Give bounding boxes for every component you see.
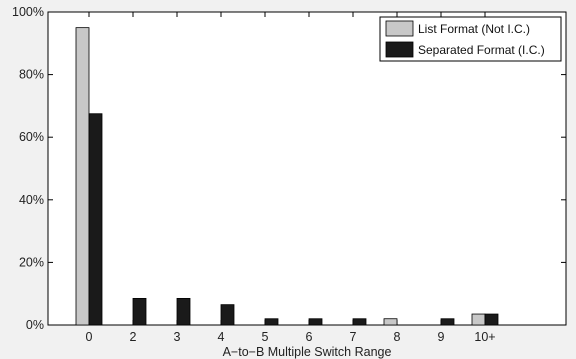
x-tick-label: 10+: [474, 330, 495, 344]
y-tick-label: 20%: [19, 255, 44, 269]
y-axis: 0% 20% 40% 60% 80% 100%: [12, 5, 566, 332]
bar-separated-format: [132, 297, 147, 326]
bar-separated-format: [308, 318, 323, 326]
x-tick-label: 4: [218, 330, 225, 344]
bars-group: [75, 27, 499, 326]
legend: List Format (Not I.C.) Separated Format …: [379, 16, 562, 62]
bar-separated-format: [220, 304, 235, 326]
bar-separated-format: [484, 313, 499, 326]
bar-list-format: [471, 313, 486, 326]
bar-separated-format: [352, 318, 367, 326]
y-tick-label: 0%: [26, 318, 44, 332]
legend-label-list-format: List Format (Not I.C.): [418, 22, 530, 36]
x-tick-label: 5: [262, 330, 269, 344]
x-tick-label: 3: [174, 330, 181, 344]
bar-separated-format: [440, 318, 455, 326]
y-tick-label: 100%: [12, 5, 44, 19]
x-tick-label: 6: [306, 330, 313, 344]
y-tick-label: 40%: [19, 193, 44, 207]
legend-label-separated-format: Separated Format (I.C.): [418, 43, 545, 57]
x-axis-label: A−to−B Multiple Switch Range: [223, 345, 392, 359]
bar-list-format: [383, 318, 398, 326]
y-tick-label: 80%: [19, 68, 44, 82]
x-tick-label: 8: [394, 330, 401, 344]
bar-separated-format: [88, 113, 103, 326]
legend-swatch-separated-format: [385, 41, 414, 58]
x-tick-label: 9: [438, 330, 445, 344]
plot-area: [47, 11, 567, 326]
bar-separated-format: [176, 297, 191, 326]
y-tick-label: 60%: [19, 130, 44, 144]
bar-list-format: [75, 27, 90, 326]
x-tick-label: 0: [86, 330, 93, 344]
bar-separated-format: [264, 318, 279, 326]
legend-swatch-list-format: [385, 20, 414, 37]
x-tick-label: 7: [350, 330, 357, 344]
x-tick-label: 2: [130, 330, 137, 344]
